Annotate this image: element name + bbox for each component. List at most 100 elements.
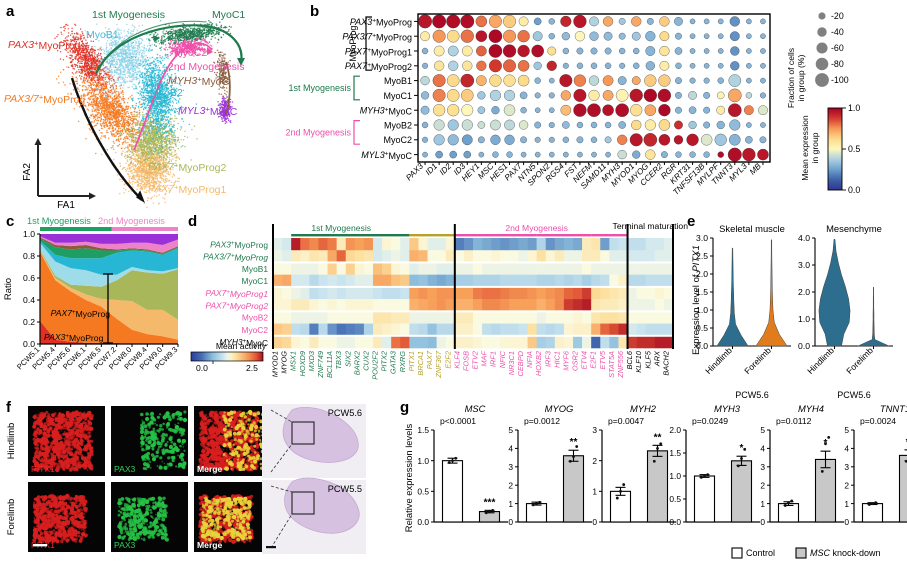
heatmap-col-label: BRCA1 [416,351,425,376]
legend-colorbar-tick: 1.0 [848,103,860,113]
heatmap-cell [354,286,365,300]
panel-g-ytick: 0 [592,517,597,527]
dotplot-dot [643,88,657,103]
dotplot-dot [619,62,626,69]
header-bar-second [111,227,178,231]
dotplot-dot [603,31,613,41]
dotplot-dot [422,136,429,143]
dotplot-gene-label: PAX3 [404,161,425,182]
panel-f-channel-label: PAX3 [114,464,136,474]
panel-g-datapoint [451,459,454,463]
dotplot-dot [517,74,530,87]
dotplot-dot [548,77,555,84]
panel-c-ytick: 1.0 [23,229,35,239]
heatmap-cell [427,286,437,300]
heatmap-cell [500,238,510,251]
heatmap-cell [336,311,347,324]
area-series [40,234,178,245]
dotplot-dot [689,18,696,25]
heatmap-cell [445,311,456,324]
dotplot-dot [661,151,668,158]
heatmap-cell [654,335,665,349]
panel-g-pvalue: p=0.0112 [776,416,812,426]
dotplot-dot [433,119,445,131]
heatmap-col-label: MYF6 [561,350,570,371]
dotplot-dot [729,119,741,131]
heatmap-cell [418,274,428,288]
dotplot-dot [534,136,541,143]
panel-g-datapoint [572,455,575,459]
dotplot-dot [746,122,752,128]
panel-g-datapoint [871,502,874,505]
panel-g-bar [814,458,837,523]
dotplot-dot [520,136,527,144]
dotplot-dot [560,104,572,116]
dotplot-dot [448,60,459,71]
dotplot-dot [605,151,611,158]
legend-fraction-title-2: in group (%) [796,54,806,101]
dotplot-row-label: PAX7+MyoProg2 [345,61,412,72]
dotplot-dot [602,16,614,27]
heatmap-cell [327,250,337,263]
dotplot-dot [462,60,473,71]
heatmap-cell [663,299,674,312]
panel-g-datapoint [656,447,659,450]
dotplot-dot [728,74,742,87]
dotplot-dot [645,46,656,56]
heatmap-cell [318,311,328,324]
dotplot-dot [432,29,446,43]
heatmap-cell [282,250,292,263]
heatmap-cell [463,286,474,300]
heatmap-cell [373,238,383,251]
heatmap-cell [618,311,628,324]
dotplot-dot [729,31,740,42]
heatmap-col-label: BACH2 [661,351,670,376]
panel-f-section-label: PCW5.6 [328,408,362,418]
dotplot-dot [562,47,569,55]
heatmap-cell [300,299,310,312]
dotplot-dot [489,74,502,87]
panel-e-ytick: 1.0 [696,305,708,315]
panel-g-ylabel: Relative expression levels [403,423,414,532]
panel-d-cbar-tick-max: 2.5 [246,363,258,373]
heatmap-cell [573,238,583,251]
heatmap-cell [291,262,301,275]
heatmap-cell [382,335,392,349]
dotplot-dot [728,103,742,117]
heatmap-cell [518,274,528,288]
panel-f-label: f [6,399,11,416]
panel-g-datapoint [538,500,542,504]
heatmap-cell [336,274,347,288]
panel-g-ytick: 5 [508,425,513,435]
panel-e-label: e [687,213,696,230]
legend-size-label: -20 [831,11,844,21]
dotplot-dot [534,121,542,129]
heatmap-cell [563,323,574,337]
dotplot-dot [573,74,587,87]
heatmap-cell [418,299,428,312]
legend-size-label: -40 [831,27,844,37]
heatmap-cell [582,274,592,288]
dotplot-dot [674,17,683,26]
dotplot-dot [645,31,656,42]
panel-g-datapoint [491,508,495,512]
heatmap-cell [273,311,283,324]
cluster-label: PAX3/7+MyoProg [4,92,85,106]
heatmap-cell [409,299,419,312]
panel-a-ylabel: FA2 [22,163,33,181]
panel-e-ytick: 2.0 [798,287,810,297]
panel-f-channel-label: PITX1 [31,464,55,474]
heatmap-cell [318,262,328,275]
dotplot-dot [421,47,429,55]
violin-shape [716,247,749,347]
dotplot-dot [562,62,569,69]
panel-g-gene-title: MYOG [545,403,574,414]
heatmap-cell [309,262,319,275]
row-bracket [353,75,360,101]
cluster-label: MyoC1 [212,9,245,21]
heatmap-cell [300,323,310,337]
heatmap-cell [345,238,356,251]
dotplot-dot [629,133,643,147]
heatmap-col-label: HOXD9 [298,351,307,376]
heatmap-cell [454,299,465,312]
